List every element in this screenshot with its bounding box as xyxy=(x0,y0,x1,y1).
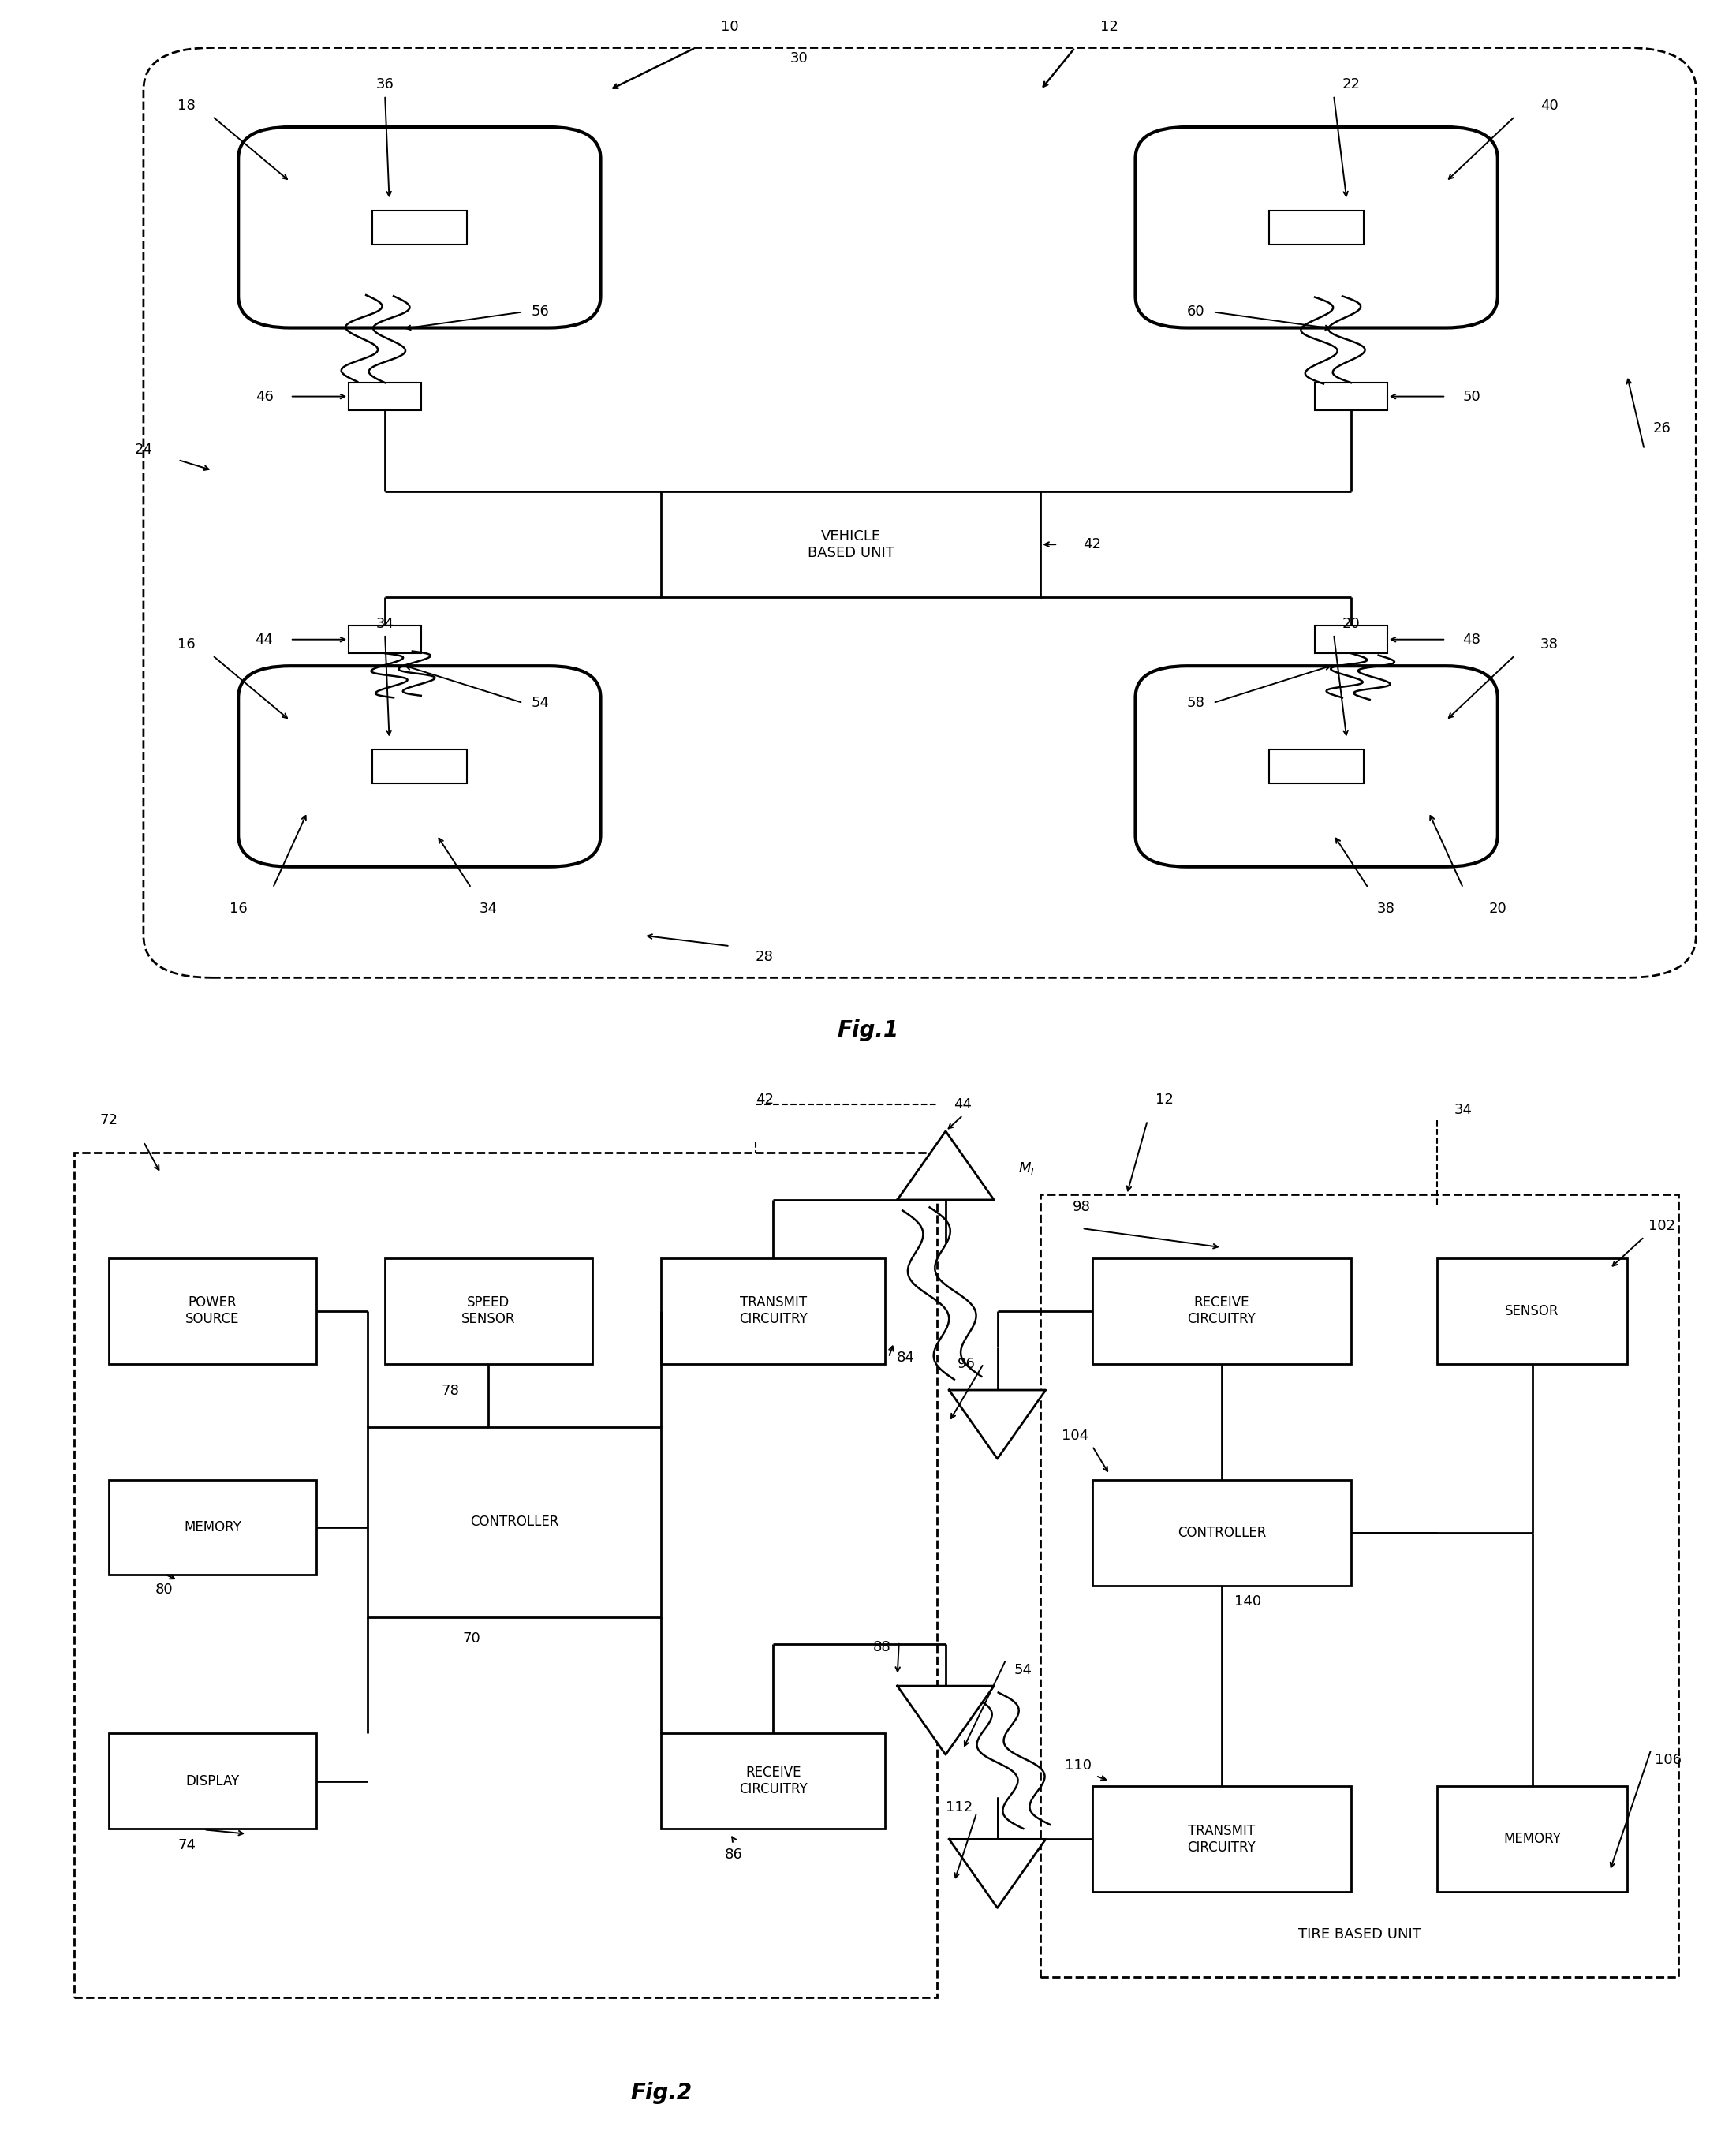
Text: Fig.2: Fig.2 xyxy=(630,2081,693,2104)
Bar xyxy=(661,1259,885,1363)
Text: 102: 102 xyxy=(1647,1218,1675,1233)
Text: 10: 10 xyxy=(720,19,740,34)
Text: 78: 78 xyxy=(441,1384,460,1397)
Polygon shape xyxy=(950,1391,1045,1459)
Bar xyxy=(1040,1195,1679,1977)
Text: 140: 140 xyxy=(1234,1595,1260,1608)
Text: 60: 60 xyxy=(1187,305,1205,320)
Bar xyxy=(372,211,467,245)
Text: 112: 112 xyxy=(946,1800,972,1815)
Text: 12: 12 xyxy=(1156,1093,1174,1108)
Text: MEMORY: MEMORY xyxy=(184,1521,241,1534)
Text: 48: 48 xyxy=(1463,633,1481,648)
Text: MEMORY: MEMORY xyxy=(1503,1832,1561,1847)
FancyBboxPatch shape xyxy=(1135,128,1498,328)
Text: 16: 16 xyxy=(177,637,196,652)
Bar xyxy=(349,626,422,654)
Text: 34: 34 xyxy=(479,901,498,916)
Text: TRANSMIT
CIRCUITRY: TRANSMIT CIRCUITRY xyxy=(1187,1823,1255,1855)
Polygon shape xyxy=(898,1131,995,1199)
Bar xyxy=(368,1427,661,1617)
Text: 42: 42 xyxy=(1083,537,1101,552)
Bar xyxy=(1314,626,1387,654)
Text: TRANSMIT
CIRCUITRY: TRANSMIT CIRCUITRY xyxy=(740,1295,807,1327)
Text: SPEED
SENSOR: SPEED SENSOR xyxy=(462,1295,516,1327)
Polygon shape xyxy=(950,1838,1045,1908)
Text: DISPLAY: DISPLAY xyxy=(186,1774,240,1789)
Text: Fig.1: Fig.1 xyxy=(837,1020,899,1042)
Text: 34: 34 xyxy=(1455,1103,1472,1116)
Bar xyxy=(109,1734,316,1830)
Text: 70: 70 xyxy=(462,1632,481,1646)
Text: 50: 50 xyxy=(1463,390,1481,403)
Bar xyxy=(1269,750,1364,784)
Text: CONTROLLER: CONTROLLER xyxy=(1177,1525,1266,1540)
Text: 56: 56 xyxy=(531,305,549,320)
FancyBboxPatch shape xyxy=(238,128,601,328)
Text: 42: 42 xyxy=(755,1093,774,1108)
Text: SENSOR: SENSOR xyxy=(1505,1304,1559,1318)
Text: 18: 18 xyxy=(177,98,196,113)
Text: 106: 106 xyxy=(1654,1753,1682,1768)
Bar xyxy=(1437,1787,1627,1891)
Text: $M_F$: $M_F$ xyxy=(1019,1161,1038,1176)
Text: 58: 58 xyxy=(1187,697,1205,709)
Bar xyxy=(372,750,467,784)
Bar xyxy=(1437,1259,1627,1363)
Text: RECEIVE
CIRCUITRY: RECEIVE CIRCUITRY xyxy=(1187,1295,1255,1327)
Bar xyxy=(349,383,422,411)
Text: 20: 20 xyxy=(1489,901,1507,916)
Bar xyxy=(109,1480,316,1574)
Bar xyxy=(1092,1787,1351,1891)
Text: 38: 38 xyxy=(1377,901,1394,916)
Bar xyxy=(1092,1259,1351,1363)
Text: 40: 40 xyxy=(1540,98,1559,113)
Bar xyxy=(1092,1480,1351,1585)
Polygon shape xyxy=(898,1687,995,1755)
Text: 16: 16 xyxy=(229,901,247,916)
Text: 22: 22 xyxy=(1342,77,1359,92)
Bar xyxy=(385,1259,592,1363)
Text: 96: 96 xyxy=(957,1357,976,1372)
Text: 44: 44 xyxy=(255,633,273,648)
Text: 34: 34 xyxy=(377,616,394,630)
Text: 44: 44 xyxy=(953,1097,972,1112)
Text: 24: 24 xyxy=(134,443,153,456)
Text: VEHICLE
BASED UNIT: VEHICLE BASED UNIT xyxy=(807,528,894,560)
Text: 20: 20 xyxy=(1342,616,1359,630)
FancyBboxPatch shape xyxy=(1135,667,1498,867)
Text: 30: 30 xyxy=(790,51,807,66)
Text: 104: 104 xyxy=(1061,1429,1088,1442)
Text: 74: 74 xyxy=(177,1838,196,1853)
Text: POWER
SOURCE: POWER SOURCE xyxy=(186,1295,240,1327)
Text: 36: 36 xyxy=(377,77,394,92)
Bar xyxy=(109,1259,316,1363)
Text: 98: 98 xyxy=(1073,1199,1090,1214)
Text: 84: 84 xyxy=(898,1350,915,1365)
Text: 12: 12 xyxy=(1101,19,1118,34)
Text: 54: 54 xyxy=(1014,1664,1033,1676)
Text: 54: 54 xyxy=(531,697,549,709)
Bar xyxy=(1314,383,1387,411)
Text: TIRE BASED UNIT: TIRE BASED UNIT xyxy=(1299,1928,1422,1940)
Bar xyxy=(661,492,1040,596)
Bar xyxy=(661,1734,885,1830)
Text: 26: 26 xyxy=(1653,422,1670,435)
Bar xyxy=(75,1152,937,1998)
Text: 80: 80 xyxy=(155,1583,174,1598)
Text: 28: 28 xyxy=(755,950,774,963)
Text: 88: 88 xyxy=(873,1640,891,1655)
Bar xyxy=(1269,211,1364,245)
Text: 38: 38 xyxy=(1540,637,1559,652)
Text: 110: 110 xyxy=(1066,1757,1092,1772)
Text: 46: 46 xyxy=(255,390,273,403)
Text: CONTROLLER: CONTROLLER xyxy=(470,1514,559,1529)
FancyBboxPatch shape xyxy=(238,667,601,867)
Text: 86: 86 xyxy=(724,1849,743,1862)
Text: 72: 72 xyxy=(101,1114,118,1127)
Text: RECEIVE
CIRCUITRY: RECEIVE CIRCUITRY xyxy=(740,1766,807,1796)
